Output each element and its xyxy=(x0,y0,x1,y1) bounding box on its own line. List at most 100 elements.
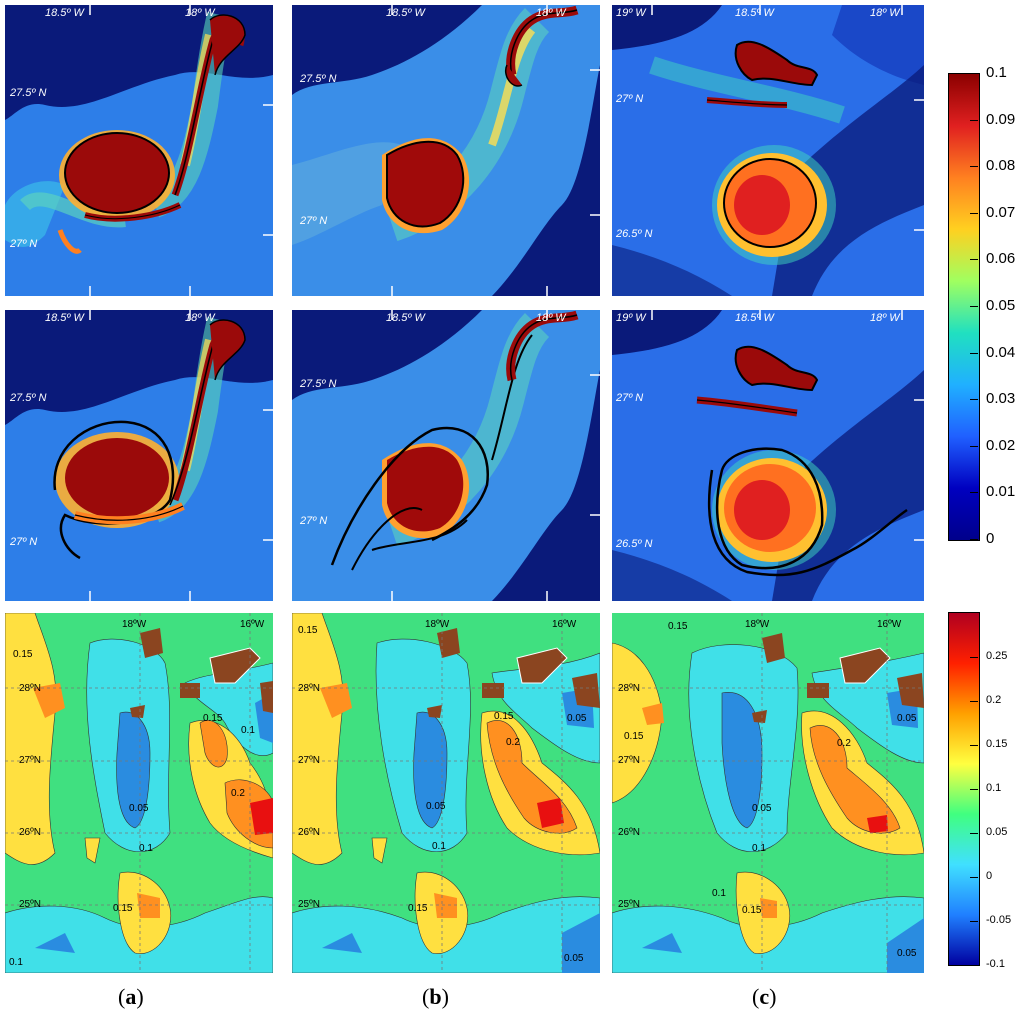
colorbar-tick-label: 0.06 xyxy=(986,250,1016,268)
colorbar-tick-mark xyxy=(970,259,978,261)
contour-label: 0.15 xyxy=(624,731,644,742)
colorbar-tick-mark xyxy=(970,539,978,540)
contour-label: 0.05 xyxy=(752,803,772,814)
lon-label: 16ºW xyxy=(877,619,902,630)
caption-paren: ) xyxy=(136,984,144,1009)
colorbar-tick-mark xyxy=(970,166,978,168)
colorbar-tick-mark xyxy=(970,399,978,401)
chl-map-a-middle xyxy=(5,310,273,601)
colorbar-tick-mark xyxy=(970,306,978,307)
lat-label: 26ºN xyxy=(298,827,320,838)
lat-label: 27.5º N xyxy=(10,87,47,99)
contour-label: 0.15 xyxy=(298,625,318,636)
lon-label: 18.5º W xyxy=(45,312,84,324)
lat-label: 27º N xyxy=(300,515,328,527)
colorbar-tick-mark xyxy=(970,657,978,658)
panel-b-middle: 18.5º W 18º W 27.5º N 27º N xyxy=(292,310,600,601)
contour-label: 0.1 xyxy=(712,888,726,899)
contour-label: 0.1 xyxy=(139,843,153,854)
lat-label: 25ºN xyxy=(19,899,41,910)
colorbar-tick-label: 0.25 xyxy=(986,650,1008,662)
lon-label: 18º W xyxy=(185,312,215,324)
lat-label: 27.5º N xyxy=(300,73,337,85)
lat-label: 28ºN xyxy=(618,683,640,694)
lon-label: 18º W xyxy=(870,312,900,324)
panel-a-middle: 18.5º W 18º W 27.5º N 27º N xyxy=(5,310,273,601)
colorbar-tick-label: 0.08 xyxy=(986,157,1016,175)
lon-label: 18.5º W xyxy=(735,312,774,324)
panel-c-top: 19º W 18.5º W 18º W 27º N 26.5º N xyxy=(612,5,924,296)
lon-label: 18ºW xyxy=(425,619,450,630)
caption-c: (c) xyxy=(752,984,776,1010)
chl-map-c-top xyxy=(612,5,924,296)
contour-label: 0.05 xyxy=(897,948,917,959)
contour-label: 0.15 xyxy=(742,905,762,916)
caption-letter: b xyxy=(429,984,442,1009)
contour-label: 0.15 xyxy=(113,903,133,914)
lat-label: 27.5º N xyxy=(300,378,337,390)
panel-b-bottom: 18ºW 16ºW 28ºN 27ºN 26ºN 25ºN 0.15 0.15 … xyxy=(292,613,600,973)
colorbar-tick-mark xyxy=(970,921,978,922)
colorbar-tick-mark xyxy=(970,492,978,494)
colorbar-tick-mark xyxy=(970,212,978,214)
lon-label: 19º W xyxy=(616,7,646,19)
colorbar-tick-mark xyxy=(970,73,978,74)
contour-label: 0.05 xyxy=(564,953,584,964)
lat-label: 27ºN xyxy=(19,755,41,766)
chl-map-b-middle xyxy=(292,310,600,601)
colorbar-chlorophyll xyxy=(948,73,980,541)
contour-label: 0.15 xyxy=(668,621,688,632)
colorbar-tick-mark xyxy=(970,833,978,834)
caption-paren: ( xyxy=(422,984,430,1009)
caption-paren: ) xyxy=(769,984,777,1009)
contour-label: 0.15 xyxy=(203,713,223,724)
lat-label: 25ºN xyxy=(298,899,320,910)
chl-map-c-middle xyxy=(612,310,924,601)
contour-label: 0.1 xyxy=(241,725,255,736)
lon-label: 18º W xyxy=(185,7,215,19)
lat-label: 27º N xyxy=(616,392,644,404)
colorbar-tick-label: 0.09 xyxy=(986,110,1016,128)
colorbar-tick-label: 0.2 xyxy=(986,694,1002,706)
colorbar-tick-label: 0 xyxy=(986,870,993,882)
caption-letter: c xyxy=(759,984,770,1009)
lat-label: 28ºN xyxy=(19,683,41,694)
colorbar-tick-mark xyxy=(970,877,978,878)
lon-label: 18.5º W xyxy=(45,7,84,19)
lon-label: 18º W xyxy=(536,7,566,19)
panel-b-top: 18.5º W 18º W 27.5º N 27º N xyxy=(292,5,600,296)
lat-label: 26ºN xyxy=(618,827,640,838)
lat-label: 26ºN xyxy=(19,827,41,838)
colorbar-tick-label: 0.05 xyxy=(986,297,1016,314)
contour-label: 0.05 xyxy=(567,713,587,724)
panel-a-top: 18.5º W 18º W 27.5º N 27º N xyxy=(5,5,273,296)
lon-label: 18.5º W xyxy=(386,312,425,324)
contour-label: 0.05 xyxy=(129,803,149,814)
lon-label: 18ºW xyxy=(122,619,147,630)
lat-label: 26.5º N xyxy=(616,538,653,550)
chl-map-b-top xyxy=(292,5,600,296)
contour-label: 0.15 xyxy=(494,711,514,722)
contour-label: 0.1 xyxy=(752,843,766,854)
lon-label: 19º W xyxy=(616,312,646,324)
panel-c-middle: 19º W 18.5º W 18º W 27º N 26.5º N xyxy=(612,310,924,601)
lat-label: 27º N xyxy=(10,238,38,250)
lat-label: 27º N xyxy=(300,215,328,227)
lat-label: 25ºN xyxy=(618,899,640,910)
contour-label: 0.1 xyxy=(9,957,23,968)
colorbar-tick-label: 0 xyxy=(986,530,995,547)
lon-label: 18.5º W xyxy=(735,7,774,19)
lat-label: 27ºN xyxy=(298,755,320,766)
wind-map-c xyxy=(612,613,924,973)
caption-letter: a xyxy=(125,984,137,1009)
caption-paren: ) xyxy=(441,984,449,1009)
colorbar-tick-mark xyxy=(970,789,978,790)
lon-label: 16ºW xyxy=(552,619,577,630)
lon-label: 18º W xyxy=(870,7,900,19)
chl-map-a-top xyxy=(5,5,273,296)
colorbar-tick-label: -0.05 xyxy=(986,914,1012,926)
caption-paren: ( xyxy=(752,984,760,1009)
colorbar-tick-mark xyxy=(970,701,978,702)
contour-label: 0.2 xyxy=(231,788,245,799)
